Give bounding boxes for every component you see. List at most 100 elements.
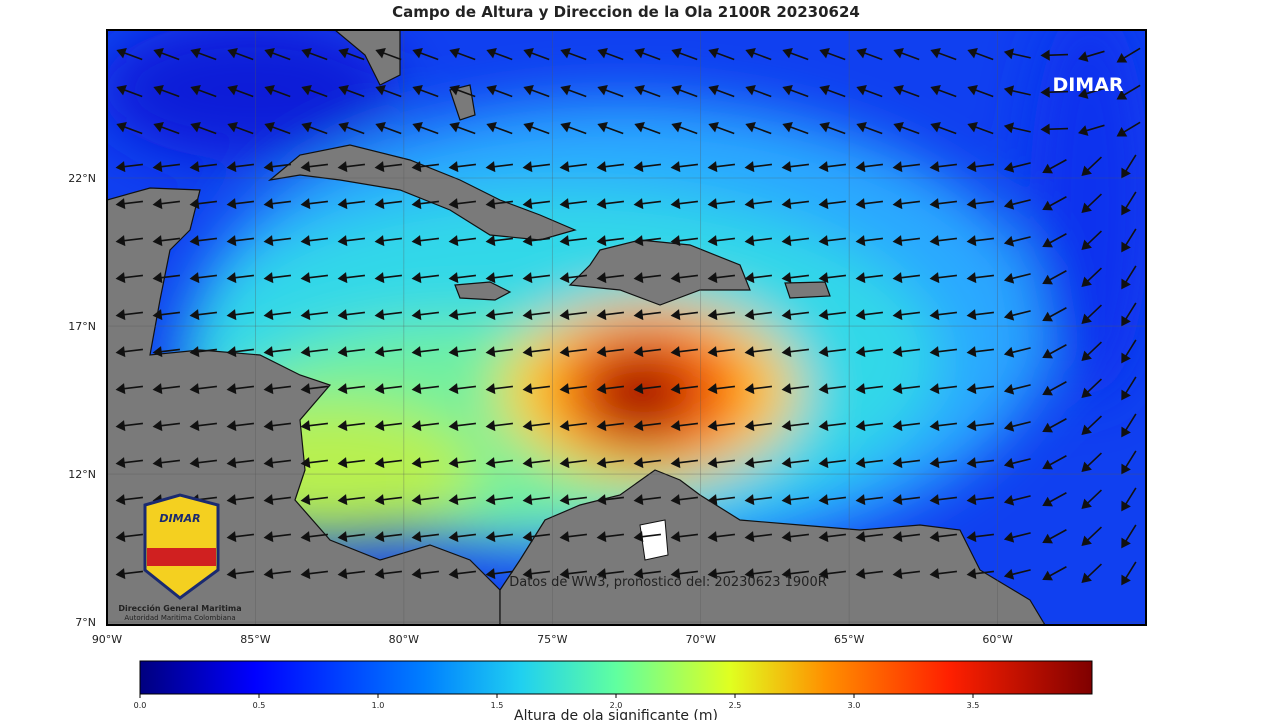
wave-arrow (226, 568, 255, 580)
wave-arrow (411, 346, 440, 358)
wave-arrow (300, 235, 329, 247)
wave-arrow (892, 420, 921, 432)
wave-arrow (374, 531, 403, 543)
wave-arrow (374, 198, 403, 210)
wave-arrow (263, 235, 292, 247)
wave-arrow (263, 272, 292, 284)
wave-arrow (855, 235, 884, 247)
wave-arrow (411, 161, 440, 173)
x-tick-label: 85°W (240, 633, 270, 646)
wave-arrow (929, 235, 958, 247)
wave-arrow (411, 383, 440, 395)
wave-arrow (744, 420, 773, 432)
wave-arrow (522, 383, 551, 395)
wave-arrow (559, 235, 588, 247)
wave-arrow (633, 309, 662, 321)
wave-arrow (707, 494, 736, 506)
wave-arrow (264, 84, 291, 98)
wave-arrow (189, 420, 218, 432)
wave-arrow (448, 346, 477, 358)
wave-arrow (152, 198, 181, 210)
wave-arrow (374, 494, 403, 506)
wave-arrow (485, 383, 514, 395)
wave-arrow (485, 568, 514, 580)
wave-arrow (1042, 455, 1067, 470)
wave-arrow (707, 346, 736, 358)
wave-arrow (633, 420, 662, 432)
x-tick-label: 90°W (92, 633, 122, 646)
wave-arrow (670, 161, 699, 173)
wave-arrow (967, 84, 994, 98)
y-tick-label: 17°N (68, 320, 96, 333)
wave-arrow (967, 47, 994, 61)
wave-arrow (929, 198, 958, 210)
wave-arrow (893, 84, 920, 98)
wave-arrow (744, 346, 773, 358)
wave-arrow (300, 531, 329, 543)
wave-arrow (448, 494, 477, 506)
wave-arrow (152, 420, 181, 432)
wave-arrow (559, 568, 588, 580)
colorbar-tick-label: 1.5 (491, 701, 504, 710)
wave-arrow (411, 309, 440, 321)
wave-arrow (522, 198, 551, 210)
wave-arrow (1121, 450, 1137, 475)
wave-arrow (929, 568, 958, 580)
wave-arrow (781, 235, 810, 247)
wave-arrow (523, 47, 550, 61)
wave-arrow (966, 309, 995, 321)
wave-arrow (560, 84, 587, 98)
wave-arrow (596, 494, 625, 506)
logo-band (147, 548, 216, 566)
wave-arrow (1003, 494, 1031, 506)
wave-arrow (818, 420, 847, 432)
wave-arrow (671, 47, 698, 61)
wave-arrow (818, 383, 847, 395)
wave-arrow (485, 457, 514, 469)
wave-arrow (153, 47, 180, 61)
wave-arrow (670, 198, 699, 210)
wave-arrow (670, 235, 699, 247)
wave-arrow (227, 47, 254, 61)
wave-arrow (1081, 452, 1102, 472)
logo-name: Dirección General Maritima (118, 603, 241, 613)
wave-arrow (337, 568, 366, 580)
wave-arrow (523, 84, 550, 98)
wave-arrow (818, 235, 847, 247)
wave-arrow (116, 84, 143, 98)
wave-arrow (966, 531, 995, 543)
wave-arrow (448, 272, 477, 284)
wave-arrow (1116, 84, 1141, 100)
wave-arrow (596, 161, 625, 173)
wave-arrow (892, 383, 921, 395)
wave-arrow (633, 161, 662, 173)
wave-arrow (485, 309, 514, 321)
wave-arrow (486, 84, 513, 98)
wave-arrow (929, 420, 958, 432)
wave-arrow (486, 121, 513, 135)
wave-arrow (966, 420, 995, 432)
wave-arrow (226, 457, 255, 469)
x-tick-label: 80°W (389, 633, 419, 646)
wave-arrow (411, 235, 440, 247)
wave-arrow (855, 161, 884, 173)
wave-arrow (1121, 191, 1137, 216)
annotation: Datos de WW3, pronostico del: 20230623 1… (509, 575, 827, 590)
wave-arrow (1003, 235, 1031, 247)
wave-arrow (818, 198, 847, 210)
colorbar-tick-label: 0.0 (134, 701, 147, 710)
wave-arrow (707, 420, 736, 432)
wave-arrow (967, 121, 994, 135)
wave-arrow (930, 121, 957, 135)
wave-arrow (559, 309, 588, 321)
wave-arrow (966, 383, 995, 395)
x-tick-label: 60°W (982, 633, 1012, 646)
wave-arrow (818, 457, 847, 469)
wave-arrow (744, 383, 773, 395)
wave-arrow (1081, 193, 1102, 213)
wave-arrow (781, 272, 810, 284)
wave-arrow (374, 161, 403, 173)
wave-arrow (337, 420, 366, 432)
wave-arrow (856, 47, 883, 61)
wave-arrow (819, 84, 846, 98)
